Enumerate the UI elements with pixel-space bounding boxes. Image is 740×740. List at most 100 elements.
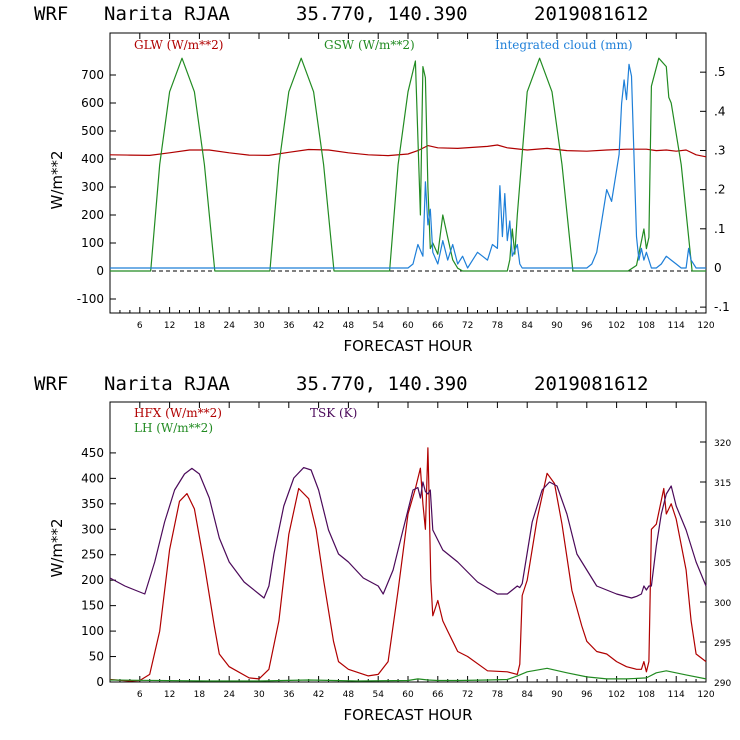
series-line-tsk [109, 467, 707, 599]
y2-tick-label: 290 [714, 679, 731, 689]
x-tick-label: 72 [462, 690, 473, 700]
chart1-y-axis: 700 600 500 400 300 200 100 0 -100 [77, 68, 116, 306]
x-tick-label: 72 [462, 321, 473, 331]
y-tick-label: 350 [81, 497, 104, 511]
chart2-series-group [109, 447, 707, 682]
x-tick-label: 30 [253, 321, 265, 331]
y-tick-label: 0 [96, 264, 104, 278]
series-line-gsw [110, 57, 706, 272]
x-tick-label: 36 [283, 321, 295, 331]
chart2-y-axis-label: W/m**2 [48, 518, 66, 577]
y2-tick-label: .2 [714, 183, 725, 197]
y-tick-label: 300 [81, 522, 104, 536]
x-tick-label: 18 [194, 321, 206, 331]
y2-tick-label: .1 [714, 222, 725, 236]
series-line-lh [109, 667, 707, 682]
x-tick-label: 102 [608, 690, 625, 700]
x-tick-label: 78 [492, 690, 504, 700]
chart2-x-axis-label: FORECAST HOUR [343, 706, 472, 724]
y-tick-label: 500 [81, 124, 104, 138]
chart1-header-model: WRF [34, 3, 68, 25]
x-tick-label: 108 [638, 321, 655, 331]
x-tick-label: 42 [313, 321, 324, 331]
x-tick-label: 12 [164, 321, 175, 331]
y-tick-label: -100 [77, 292, 104, 306]
x-tick-label: 30 [253, 690, 265, 700]
series-line-hfx [109, 447, 707, 682]
chart1-legend-gsw: GSW (W/m**2) [324, 38, 415, 52]
chart2-header-model: WRF [34, 373, 68, 395]
chart1-header-init: 2019081612 [534, 3, 648, 25]
y-tick-label: 700 [81, 68, 104, 82]
x-tick-label: 84 [521, 321, 533, 331]
chart2-x-axis: 6 12 18 24 30 36 42 48 54 60 66 72 78 84 90 96 102 108 114… [119, 402, 715, 700]
chart2-legend-tsk: TSK (K) [310, 406, 357, 420]
x-tick-label: 24 [223, 321, 235, 331]
chart2-header-station: Narita RJAA [104, 373, 230, 395]
x-tick-label: 48 [343, 690, 355, 700]
x-tick-label: 12 [164, 690, 175, 700]
x-tick-label: 18 [194, 690, 206, 700]
y2-tick-label: .4 [714, 104, 725, 118]
x-tick-label: 54 [372, 690, 384, 700]
x-tick-label: 90 [551, 321, 563, 331]
y-tick-label: 200 [81, 208, 104, 222]
y2-tick-label: 315 [714, 479, 731, 489]
y-tick-label: 200 [81, 573, 104, 587]
x-tick-label: 120 [697, 321, 714, 331]
chart2-legend-lh: LH (W/m**2) [134, 421, 213, 435]
chart1-y2-axis: .5 .4 .3 .2 .1 0 -.1 [700, 65, 730, 314]
x-tick-label: 6 [137, 690, 143, 700]
y-tick-label: 300 [81, 180, 104, 194]
chart-1: WRF Narita RJAA 35.770, 140.390 20190816… [34, 3, 730, 355]
x-tick-label: 96 [581, 321, 593, 331]
chart2-plot-frame [109, 401, 707, 683]
x-tick-label: 120 [697, 690, 714, 700]
y2-tick-label: -.1 [714, 300, 730, 314]
x-tick-label: 96 [581, 690, 593, 700]
y2-tick-label: 295 [714, 639, 731, 649]
y2-tick-label: .5 [714, 65, 725, 79]
x-tick-label: 114 [668, 321, 685, 331]
y2-tick-label: 300 [714, 599, 731, 609]
chart2-y2-axis: 320 315 310 305 300 295 290 [700, 439, 731, 689]
chart2-y-axis: 450 400 350 300 250 200 150 100 50 0 [81, 446, 116, 689]
y2-tick-label: 310 [714, 519, 731, 529]
y-tick-label: 600 [81, 96, 104, 110]
chart1-y-axis-label: W/m**2 [48, 150, 66, 209]
y2-tick-label: 0 [714, 261, 722, 275]
y-tick-label: 400 [81, 471, 104, 485]
x-tick-label: 42 [313, 690, 324, 700]
y-tick-label: 250 [81, 548, 104, 562]
x-tick-label: 90 [551, 690, 563, 700]
x-tick-label: 6 [137, 321, 143, 331]
y-tick-label: 150 [81, 599, 104, 613]
y-tick-label: 50 [89, 650, 104, 664]
x-tick-label: 54 [372, 321, 384, 331]
x-tick-label: 102 [608, 321, 625, 331]
chart1-legend-glw: GLW (W/m**2) [134, 38, 223, 52]
x-tick-label: 48 [343, 321, 355, 331]
x-tick-label: 60 [402, 690, 414, 700]
chart1-legend-cloud: Integrated cloud (mm) [495, 38, 633, 52]
x-tick-label: 114 [668, 690, 685, 700]
chart2-legend-hfx: HFX (W/m**2) [134, 406, 222, 420]
chart1-series-group [109, 57, 707, 272]
x-tick-label: 60 [402, 321, 414, 331]
chart1-x-axis-label: FORECAST HOUR [343, 337, 472, 355]
x-tick-label: 66 [432, 321, 444, 331]
chart1-header-coords: 35.770, 140.390 [296, 3, 468, 25]
chart2-header-init: 2019081612 [534, 373, 648, 395]
series-line-integrated [110, 63, 706, 269]
chart-2: WRF Narita RJAA 35.770, 140.390 20190816… [34, 373, 731, 724]
x-tick-label: 78 [492, 321, 504, 331]
y-tick-label: 100 [81, 624, 104, 638]
x-tick-label: 24 [223, 690, 235, 700]
x-tick-label: 36 [283, 690, 295, 700]
y2-tick-label: .3 [714, 143, 725, 157]
y-tick-label: 400 [81, 152, 104, 166]
x-tick-label: 84 [521, 690, 533, 700]
y-tick-label: 450 [81, 446, 104, 460]
x-tick-label: 66 [432, 690, 444, 700]
chart1-x-axis: 6 12 18 24 30 36 42 48 54 60 66 72 78 84 90 96 102 108 114… [119, 33, 715, 331]
